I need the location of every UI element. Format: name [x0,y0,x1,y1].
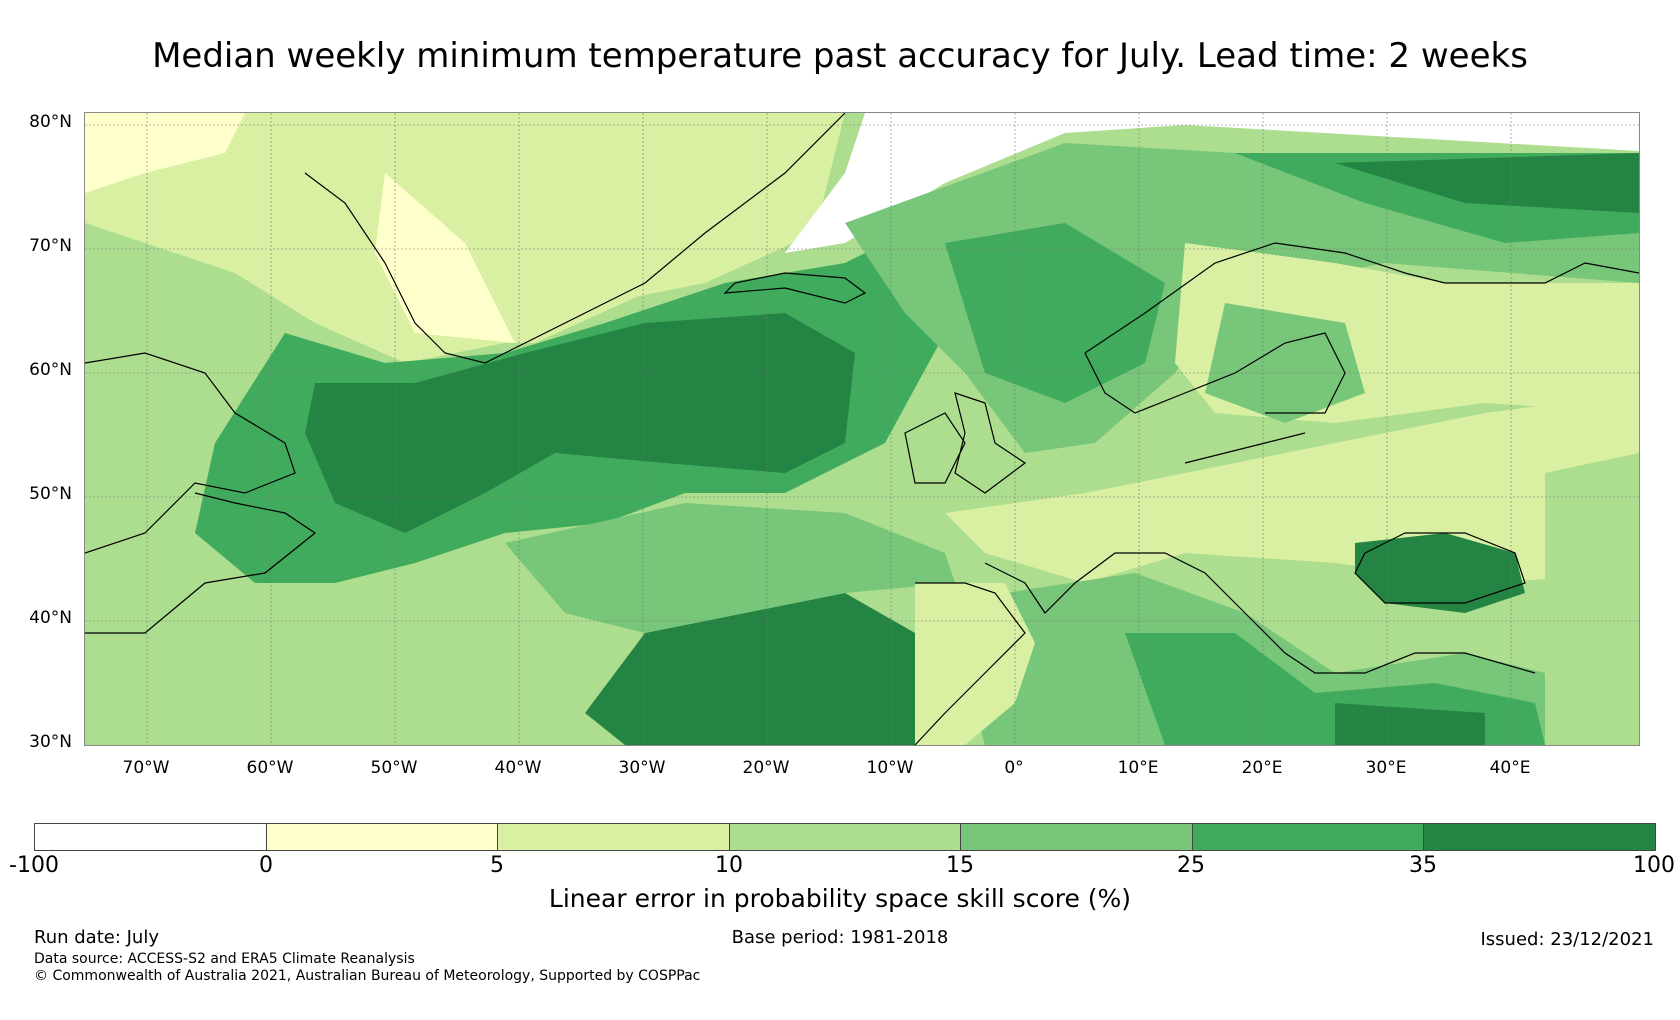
map-canvas [85,113,1639,745]
colorbar-swatch [1192,824,1425,850]
colorbar [34,823,1656,851]
lat-label: 40°N [29,608,72,628]
colorbar-swatch [729,824,962,850]
run-date: Run date: July [34,927,159,948]
lon-label: 70°W [122,758,170,778]
issued-date: Issued: 23/12/2021 [1480,929,1654,950]
colorbar-tick: 25 [1177,853,1205,878]
lon-label: 60°W [246,758,294,778]
colorbar-tick: 15 [946,853,974,878]
copyright: © Commonwealth of Australia 2021, Austra… [34,968,701,984]
colorbar-tick: 0 [259,853,273,878]
lat-label: 60°N [29,360,72,380]
lon-label: 30°E [1365,758,1407,778]
colorbar-swatch [498,824,730,850]
colorbar-swatch [35,824,267,850]
colorbar-tick: -100 [9,853,59,878]
lon-label: 50°W [370,758,418,778]
lon-label: 40°E [1489,758,1531,778]
colorbar-tick: 35 [1409,853,1437,878]
colorbar-swatch [961,824,1193,850]
lon-label: 40°W [494,758,542,778]
colorbar-tick: 10 [715,853,743,878]
colorbar-tick: 100 [1633,853,1675,878]
base-period: Base period: 1981-2018 [731,927,949,948]
colorbar-swatch [1424,824,1656,850]
colorbar-tick: 5 [490,853,504,878]
lon-label: 30°W [618,758,666,778]
colorbar-label: Linear error in probability space skill … [548,884,1132,913]
lon-label: 10°E [1117,758,1159,778]
lon-label: 20°E [1241,758,1283,778]
colorbar-swatch [266,824,499,850]
data-source: Data source: ACCESS-S2 and ERA5 Climate … [34,951,415,967]
lat-label: 30°N [29,732,72,752]
lat-label: 80°N [29,112,72,132]
lat-label: 50°N [29,484,72,504]
lat-label: 70°N [29,236,72,256]
lon-label: 10°W [866,758,914,778]
lon-label: 20°W [742,758,790,778]
skill-score-map [84,112,1640,746]
map-title: Median weekly minimum temperature past a… [152,36,1528,76]
lon-label: 0° [1004,758,1024,778]
coastlines [85,113,1639,745]
